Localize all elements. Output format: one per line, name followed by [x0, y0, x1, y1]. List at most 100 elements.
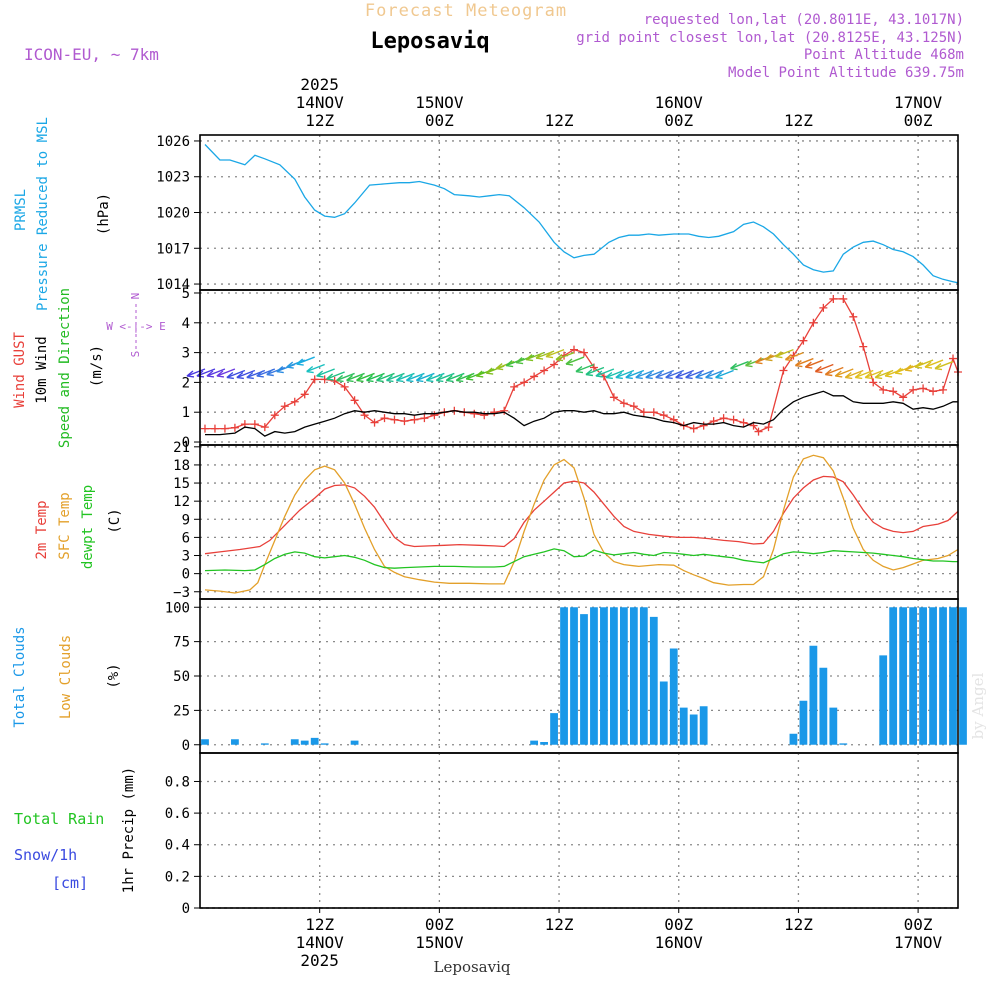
pressure-ytick-label: 1023 [156, 170, 190, 186]
gust-marker [729, 415, 738, 424]
wind-arrow [326, 371, 345, 380]
wind-arrow-head [894, 367, 903, 375]
cloud-bar [590, 607, 598, 745]
gust-marker [370, 418, 379, 427]
wind-arrow-head [565, 358, 574, 366]
wind-arrow-head [545, 351, 554, 359]
wind-arrow-head [445, 374, 454, 383]
wind-arrow-head [784, 354, 793, 362]
gust-marker [764, 423, 773, 432]
bottom-time-label: 15NOV [415, 933, 464, 952]
wind-arrow-head [804, 361, 813, 369]
gust-marker [649, 408, 658, 417]
wind-arrow-head [316, 370, 324, 378]
wind-arrow-head [605, 371, 613, 380]
wind-ytick-label: 2 [182, 375, 190, 391]
wind-arrow-head [904, 364, 913, 372]
wind-arrow [186, 368, 206, 377]
snow-label: Snow/1h [14, 846, 77, 864]
wind-arrow [286, 359, 305, 368]
wind-arrow-head [685, 371, 693, 380]
gust-marker [879, 385, 888, 394]
bottom-time-label: 17NOV [894, 933, 943, 952]
cloud-bar [610, 607, 618, 745]
wind-arrow [815, 363, 834, 373]
wind-arrow-head [346, 374, 354, 383]
compass-s: S [129, 351, 142, 358]
wind-arrow-head [336, 374, 344, 383]
wind-arrow [206, 368, 226, 377]
wind-arrow-head [854, 371, 863, 380]
clouds-ytick-label: 100 [165, 600, 190, 616]
clouds-ytick-label: 0 [182, 738, 190, 754]
wind-gust-label: Wind GUST [12, 332, 28, 408]
wind-arrow [266, 366, 286, 376]
wind-arrow-head [266, 368, 274, 377]
wind-arrow-head [575, 365, 584, 374]
gust-marker [719, 414, 728, 423]
gust-marker [919, 384, 928, 393]
panels: 10141017102010231026012345−3036912151821… [156, 134, 967, 917]
wind-arrow [605, 369, 625, 379]
cloud-bar [959, 607, 967, 745]
gust-marker [480, 411, 489, 420]
wind-arrow-head [256, 370, 264, 378]
top-time-label: 17NOV [894, 93, 943, 112]
wind-arrow-head [705, 371, 713, 380]
gust-marker [609, 393, 618, 402]
wind-arrow-head [874, 371, 883, 380]
wind-arrow-head [455, 374, 464, 383]
gust-marker [470, 409, 479, 418]
clouds-ytick-label: 25 [173, 703, 190, 719]
model-label: ICON-EU, ~ 7km [24, 45, 159, 64]
gust-marker [819, 303, 828, 312]
gust-marker [220, 424, 229, 433]
gust-marker [779, 366, 788, 375]
wind-arrow-head [864, 371, 873, 380]
wind-arrow [625, 369, 645, 379]
wind-arrow [386, 372, 405, 382]
wind-arrow-head [475, 370, 484, 378]
wind-arrow [755, 354, 774, 364]
temperature-series-line [204, 548, 958, 572]
wind-arrow [216, 368, 236, 377]
wind-ytick-label: 0 [182, 435, 190, 451]
wind-arrow [655, 369, 675, 379]
sfc-temp-label: SFC Temp [57, 492, 73, 559]
wind-arrow-head [625, 371, 633, 380]
temperature-ytick-label: 15 [173, 476, 190, 492]
pressure-ytick-label: 1026 [156, 134, 190, 150]
pressure-ytick-label: 1017 [156, 241, 190, 257]
bottom-time-label: 16NOV [655, 933, 704, 952]
wind-10m-label: 10m Wind [34, 336, 50, 403]
cloud-bar [570, 607, 578, 745]
gust-marker [340, 382, 349, 391]
wind-arrow [775, 348, 794, 358]
wind-arrow-head [326, 373, 334, 381]
wind-arrow [426, 372, 445, 382]
wind-panel: 0 1 2 3 4 5 [182, 286, 962, 451]
wind-arrow-head [675, 371, 683, 380]
gust-marker [689, 424, 698, 433]
cloud-bar [629, 607, 638, 745]
gust-marker [420, 414, 429, 423]
temperature-series-line [204, 454, 959, 594]
wind-arrow-head [774, 351, 783, 359]
cloud-bar [530, 740, 539, 745]
gust-marker [550, 360, 559, 369]
top-time-label: 00Z [425, 111, 454, 130]
cloud-bar [600, 607, 608, 745]
wind-ytick-label: 1 [182, 405, 190, 421]
wind-arrow-head [765, 354, 773, 362]
wind-arrow [795, 357, 814, 367]
top-time-label: 14NOV [296, 93, 345, 112]
pressure-unit: (hPa) [96, 193, 112, 235]
wind-arrow-head [415, 374, 424, 383]
wind-arrow-head [844, 371, 853, 380]
wind-arrow [555, 351, 575, 361]
gust-marker [899, 393, 908, 402]
wind-frame [199, 289, 959, 446]
gust-marker [889, 387, 898, 396]
precip-ytick-label: 0.2 [165, 869, 190, 885]
wind-arrow [396, 372, 415, 382]
